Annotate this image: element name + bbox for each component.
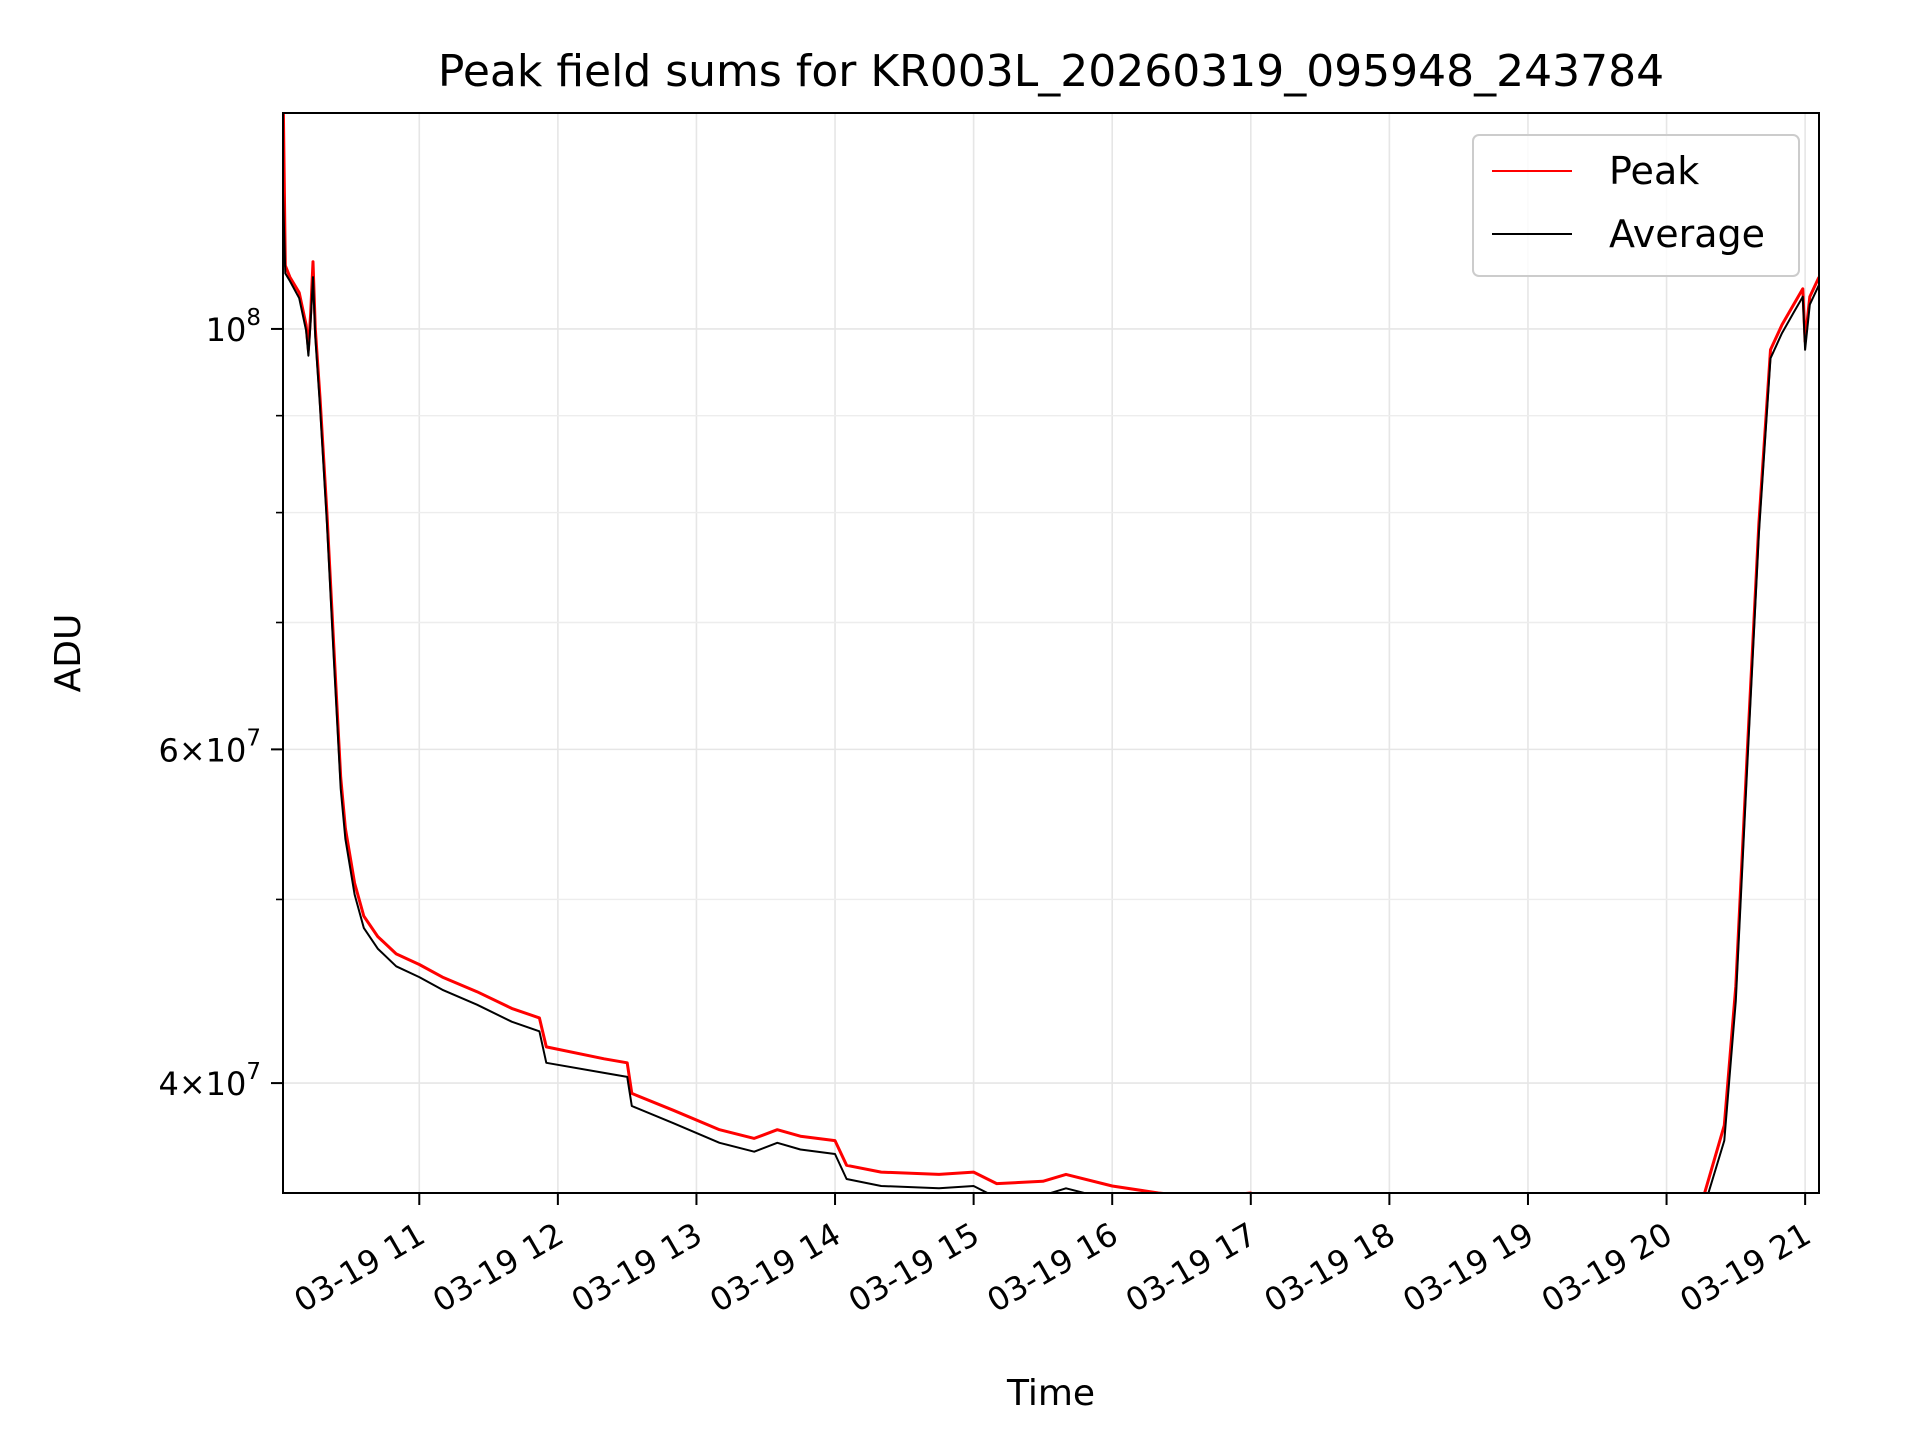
y-axis-label: ADU [48,614,89,693]
plot-frame [282,112,1820,1194]
legend-label-average: Average [1609,212,1765,256]
plot-area [283,113,1819,1193]
series-line-average [283,192,1819,1193]
legend-label-peak: Peak [1609,149,1699,193]
chart-title: Peak field sums for KR003L_20260319_0959… [438,46,1664,97]
x-axis-label: Time [1006,1373,1095,1414]
y-tick-label: 108 [206,305,261,349]
legend: Peak Average [1472,134,1800,277]
grid [283,113,1819,1193]
y-axis: 4×107 6×107 108 [158,305,283,1103]
y-tick-label: 6×107 [158,725,261,769]
y-tick-label: 4×107 [158,1059,261,1103]
